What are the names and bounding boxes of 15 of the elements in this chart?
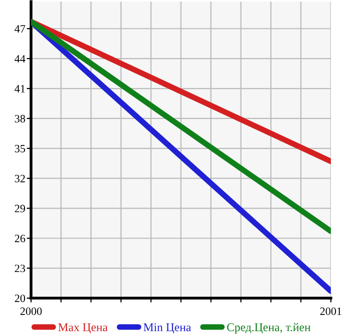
- legend-label: Min Цена: [144, 323, 192, 334]
- y-tick-label: 23: [14, 264, 26, 272]
- y-tick-label: 41: [14, 85, 25, 92]
- legend-label: Max Цена: [58, 323, 108, 334]
- y-tick-label: 35: [14, 144, 26, 152]
- y-tick-label: 29: [14, 204, 26, 212]
- y-tick-label: 44: [14, 55, 26, 62]
- legend-label: Сред.Цена, т.йен: [227, 323, 310, 334]
- y-tick-label: 20: [14, 294, 26, 302]
- y-tick-label: 38: [14, 114, 26, 122]
- x-tick-label: 2000: [20, 308, 42, 315]
- y-tick-label: 32: [14, 174, 25, 182]
- x-tick-label: 2001: [320, 308, 342, 315]
- y-tick-label: 26: [14, 234, 26, 242]
- y-tick-label: 47: [14, 25, 26, 32]
